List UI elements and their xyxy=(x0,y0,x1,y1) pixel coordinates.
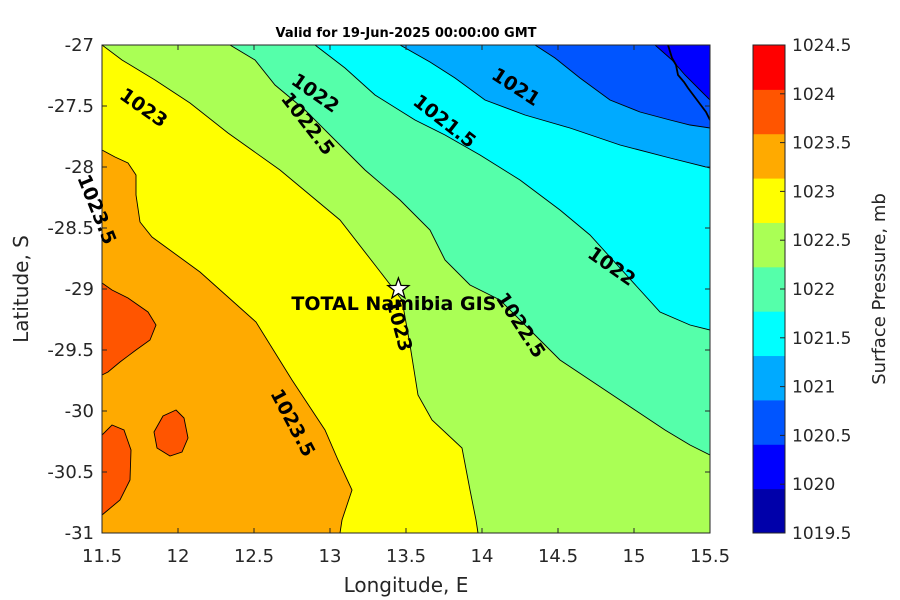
x-axis-ticks: 11.5 12 12.5 13 13.5 14 14.5 15 15.5 xyxy=(82,45,730,567)
colorbar-ticks: 1019.5 1020 1020.5 1021 1021.5 1022 1022.5 1023… xyxy=(780,36,851,544)
coastline xyxy=(667,45,710,121)
x-tick-label: 12.5 xyxy=(234,546,274,567)
colorbar xyxy=(752,44,786,534)
colorbar-tick-label: 1022.5 xyxy=(792,231,851,251)
y-tick-label: -27.5 xyxy=(47,96,94,117)
high-pressure-cell-southwest xyxy=(102,424,132,516)
colorbar-segment xyxy=(753,311,785,357)
colorbar-tick-label: 1024 xyxy=(792,85,835,105)
y-tick-label: -29 xyxy=(65,279,94,300)
site-label: TOTAL Namibia GIS xyxy=(291,293,496,315)
x-tick-label: 13.5 xyxy=(386,546,426,567)
high-pressure-cell-west xyxy=(102,282,157,376)
y-tick-label: -27 xyxy=(65,35,94,56)
y-tick-label: -29.5 xyxy=(47,340,94,361)
colorbar-tick-label: 1020 xyxy=(792,475,835,495)
y-axis-ticks: -27 -27.5 -28 -28.5 -29 -29.5 -30 -30.5 -31 xyxy=(47,35,710,544)
x-tick-label: 14.5 xyxy=(538,546,578,567)
colorbar-tick-label: 1024.5 xyxy=(792,36,851,56)
x-tick-label: 14 xyxy=(471,546,494,567)
colorbar-tick-label: 1021.5 xyxy=(792,329,851,349)
x-tick-label: 11.5 xyxy=(82,546,122,567)
x-tick-label: 15 xyxy=(623,546,646,567)
star-icon xyxy=(386,276,411,300)
y-tick-label: -31 xyxy=(65,523,94,544)
colorbar-segment xyxy=(753,45,785,90)
contour-band-1020-1020.5 xyxy=(534,45,710,129)
x-tick-label: 12 xyxy=(167,546,190,567)
colorbar-segment xyxy=(753,488,785,534)
colorbar-segment xyxy=(753,222,785,268)
y-tick-label: -28 xyxy=(65,157,94,178)
colorbar-segment xyxy=(753,399,785,445)
y-tick-label: -28.5 xyxy=(47,218,94,239)
colorbar-tick-label: 1022 xyxy=(792,280,835,300)
colorbar-tick-label: 1021 xyxy=(792,378,835,398)
colorbar-segment xyxy=(753,266,785,312)
contour-band-1019.5-1020 xyxy=(654,45,710,101)
y-tick-label: -30.5 xyxy=(47,462,94,483)
high-pressure-cell-south xyxy=(153,409,189,457)
colorbar-label: Surface Pressure, mb xyxy=(869,193,890,385)
colorbar-segment xyxy=(753,178,785,223)
colorbar-segment xyxy=(753,133,785,179)
contour-fill-layer xyxy=(102,45,710,533)
y-axis-label: Latitude, S xyxy=(9,235,33,343)
x-tick-label: 15.5 xyxy=(690,546,730,567)
colorbar-segment xyxy=(753,444,785,490)
colorbar-tick-label: 1023.5 xyxy=(792,134,851,154)
colorbar-segment xyxy=(753,89,785,135)
x-tick-label: 13 xyxy=(319,546,342,567)
colorbar-tick-label: 1020.5 xyxy=(792,426,851,446)
chart-title: Valid for 19-Jun-2025 00:00:00 GMT xyxy=(276,26,537,41)
colorbar-tick-label: 1023 xyxy=(792,182,835,202)
site-marker: TOTAL Namibia GIS xyxy=(291,276,496,315)
x-axis-label: Longitude, E xyxy=(344,573,469,597)
y-tick-label: -30 xyxy=(65,401,94,422)
colorbar-segment xyxy=(753,355,785,401)
colorbar-tick-label: 1019.5 xyxy=(792,524,851,544)
